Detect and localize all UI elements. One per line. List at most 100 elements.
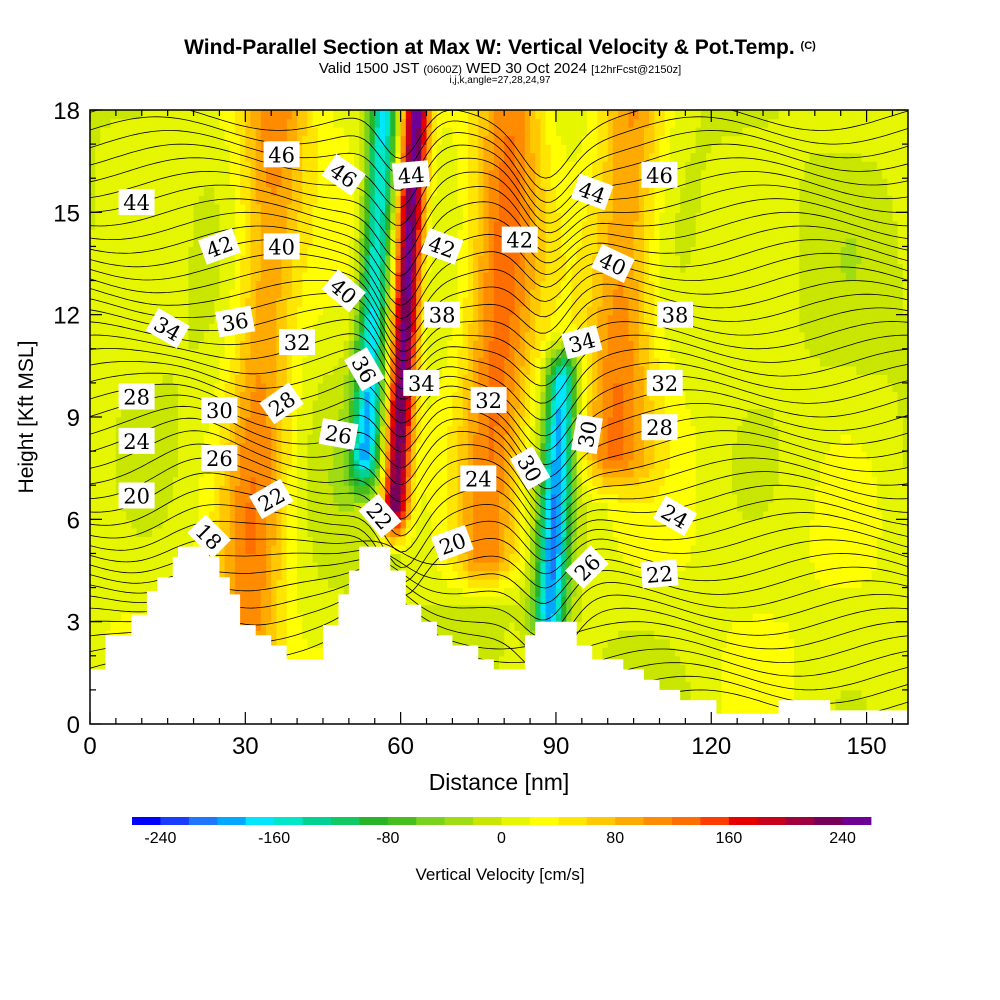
field-cell <box>245 357 252 367</box>
field-cell <box>333 459 340 469</box>
field-cell <box>405 110 412 120</box>
field-cell <box>322 323 329 333</box>
field-cell <box>172 374 179 384</box>
field-cell <box>157 434 164 444</box>
field-cell <box>146 144 153 154</box>
field-cell <box>183 357 189 367</box>
field-cell <box>421 468 428 478</box>
field-cell <box>152 468 158 478</box>
field-cell <box>100 374 107 384</box>
field-cell <box>115 459 122 469</box>
field-cell <box>224 118 231 128</box>
field-cell <box>400 442 407 452</box>
field-cell <box>250 263 257 273</box>
field-cell <box>317 127 324 137</box>
field-cell <box>188 152 195 162</box>
field-cell <box>90 212 96 222</box>
field-cell <box>229 144 236 154</box>
field-cell <box>302 630 309 640</box>
field-cell <box>214 220 221 230</box>
field-cell <box>286 195 293 205</box>
field-cell <box>338 374 345 384</box>
field-cell <box>131 536 138 546</box>
field-cell <box>395 272 402 282</box>
field-cell <box>188 272 195 282</box>
field-cell <box>266 272 272 282</box>
field-cell <box>136 527 143 537</box>
field-cell <box>95 476 101 486</box>
field-cell <box>178 408 184 418</box>
field-cell <box>229 553 236 563</box>
field-cell <box>152 391 158 401</box>
field-cell <box>333 485 340 495</box>
field-cell <box>255 195 262 205</box>
field-cell <box>95 220 101 230</box>
field-cell <box>333 314 340 324</box>
field-cell <box>322 314 329 324</box>
field-cell <box>322 229 329 239</box>
field-cell <box>183 451 189 461</box>
field-cell <box>90 630 96 640</box>
field-cell <box>328 220 334 230</box>
field-cell <box>141 604 148 614</box>
field-cell <box>219 127 226 137</box>
field-cell <box>312 434 319 444</box>
field-cell <box>126 110 133 120</box>
field-cell <box>115 417 122 427</box>
field-cell <box>328 118 334 128</box>
field-cell <box>379 536 386 546</box>
field-cell <box>214 203 221 213</box>
field-cell <box>250 459 257 469</box>
field-cell <box>390 263 397 273</box>
field-cell <box>354 468 360 478</box>
field-cell <box>333 519 340 529</box>
field-cell <box>297 297 303 307</box>
field-cell <box>121 570 127 580</box>
field-cell <box>431 544 438 555</box>
field-cell <box>442 502 448 512</box>
field-cell <box>328 468 334 478</box>
field-cell <box>152 178 158 188</box>
field-cell <box>291 561 298 572</box>
field-cell <box>245 510 252 520</box>
field-cell <box>410 485 417 495</box>
field-cell <box>167 502 174 512</box>
field-cell <box>436 382 443 393</box>
field-cell <box>359 391 365 401</box>
field-cell <box>260 178 267 188</box>
field-cell <box>214 468 221 478</box>
field-cell <box>410 186 417 196</box>
field-cell <box>152 527 158 537</box>
field-cell <box>100 212 107 222</box>
field-cell <box>286 374 293 384</box>
field-cell <box>100 655 107 665</box>
field-cell <box>219 272 226 282</box>
field-cell <box>338 561 345 572</box>
field-cell <box>302 408 309 418</box>
field-cell <box>297 493 303 503</box>
field-cell <box>198 246 205 256</box>
field-cell <box>338 135 345 145</box>
field-cell <box>426 348 433 358</box>
field-cell <box>328 553 334 563</box>
field-cell <box>312 186 319 196</box>
field-cell <box>328 382 334 393</box>
field-cell <box>136 587 143 597</box>
field-cell <box>229 203 236 213</box>
field-cell <box>333 391 340 401</box>
field-cell <box>400 246 407 256</box>
field-cell <box>110 340 117 350</box>
field-cell <box>172 493 179 503</box>
field-cell <box>260 306 267 316</box>
field-cell <box>250 357 257 367</box>
field-cell <box>152 485 158 495</box>
field-cell <box>136 519 143 529</box>
field-cell <box>131 237 138 248</box>
field-cell <box>385 399 391 410</box>
field-cell <box>436 502 443 512</box>
field-cell <box>395 314 402 324</box>
field-cell <box>240 203 246 213</box>
field-cell <box>115 587 122 597</box>
field-cell <box>364 186 371 196</box>
field-cell <box>136 451 143 461</box>
